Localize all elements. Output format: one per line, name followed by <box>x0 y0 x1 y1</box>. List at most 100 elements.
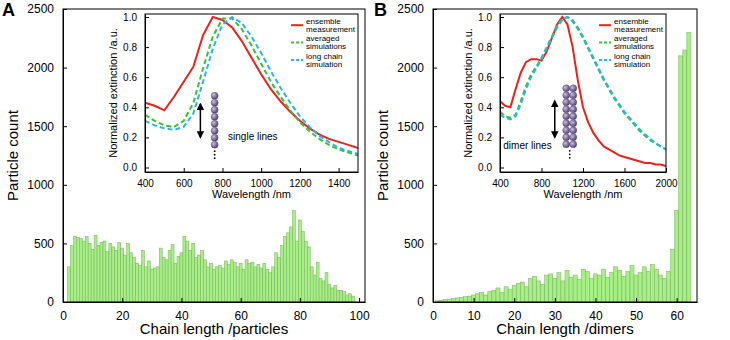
inset-background <box>145 14 358 172</box>
bar <box>484 295 488 302</box>
inset-panel: 4006008001000120014000.00.20.40.60.81.0W… <box>107 12 359 200</box>
bar <box>233 262 236 302</box>
tick: 2500 <box>397 2 437 16</box>
bar <box>242 269 245 302</box>
sphere <box>563 85 570 92</box>
bar <box>541 284 545 302</box>
tick: 60 <box>671 298 685 323</box>
tick: 500 <box>404 237 437 251</box>
annotation: single lines <box>228 131 277 142</box>
tick-label: 1000 <box>27 178 54 192</box>
legend: ensemblemeasurementaveragedsimulationslo… <box>291 17 356 69</box>
bar <box>165 260 168 302</box>
bar <box>257 264 260 302</box>
tick-mark <box>433 9 437 10</box>
tick-mark <box>145 77 149 78</box>
legend-swatch <box>599 42 611 44</box>
tick: 80 <box>294 298 308 323</box>
histogram-panel: 02040608010005001000150020002500Chain le… <box>4 2 370 337</box>
tick-label: 1000 <box>397 178 424 192</box>
bar <box>230 260 233 302</box>
bar <box>349 294 352 302</box>
sphere <box>570 92 577 99</box>
bar <box>455 298 459 302</box>
bar <box>334 286 337 302</box>
bar <box>227 264 230 302</box>
x-axis: 400600800100012001400 <box>137 168 358 189</box>
bar <box>130 253 133 302</box>
tick-label: 1400 <box>328 178 351 189</box>
bar <box>213 269 216 302</box>
sphere <box>563 127 570 134</box>
axis-line <box>64 302 366 303</box>
tick: 60 <box>234 298 248 323</box>
bar <box>248 263 251 302</box>
tick-mark <box>241 298 242 302</box>
tick-label: 0.0 <box>123 162 137 173</box>
bar <box>195 257 198 302</box>
bar <box>180 253 183 302</box>
bar <box>459 297 463 302</box>
tick-label: 60 <box>671 309 685 323</box>
legend: ensemblemeasurementaveragedsimulationslo… <box>599 17 664 69</box>
sphere <box>570 120 577 127</box>
tick: 1000 <box>251 168 274 189</box>
bar <box>634 275 638 302</box>
bar <box>215 267 218 302</box>
tick-label: 400 <box>137 178 154 189</box>
bar <box>263 263 266 302</box>
bar <box>156 267 159 302</box>
inset-background <box>500 14 666 172</box>
bar <box>675 211 679 302</box>
bar <box>337 290 340 302</box>
plot-frame <box>500 14 666 172</box>
bar <box>70 246 73 302</box>
bar <box>260 268 263 302</box>
histogram-panel: 010203040506005001000150020002500Chain l… <box>374 2 698 337</box>
tick-mark <box>339 168 340 172</box>
axis-line <box>434 302 698 303</box>
bar <box>573 275 577 302</box>
tick-mark <box>433 68 437 69</box>
bar <box>210 263 213 302</box>
y-axis-label: Particle count <box>4 109 21 201</box>
tick-label: 0.4 <box>123 102 137 113</box>
bar <box>683 50 687 302</box>
bar <box>524 287 528 302</box>
series-line <box>145 17 358 154</box>
bar <box>671 249 675 302</box>
continuation-dot <box>569 150 571 152</box>
bar <box>561 281 565 302</box>
bar <box>549 274 553 302</box>
bar <box>153 268 156 302</box>
tick-label: 10 <box>467 309 481 323</box>
bar <box>287 233 290 302</box>
bar <box>630 266 634 302</box>
tick-label: 500 <box>34 237 54 251</box>
tick: 0.2 <box>123 132 149 143</box>
bar <box>463 297 467 302</box>
tick-mark <box>63 9 67 10</box>
legend-label-line: simulation <box>306 60 342 69</box>
sphere <box>570 141 577 148</box>
tick-mark <box>636 298 637 302</box>
bar <box>174 263 177 302</box>
bar <box>171 245 174 302</box>
axis-line <box>501 172 667 173</box>
bar <box>328 284 331 302</box>
plot-marks <box>500 17 666 166</box>
bar <box>192 243 195 302</box>
tick-label: 500 <box>404 237 424 251</box>
tick: 50 <box>630 298 644 323</box>
y-axis-label: Normalized extinction /a.u. <box>462 28 474 158</box>
sphere <box>211 120 218 127</box>
bar <box>545 275 549 302</box>
tick-mark <box>433 243 437 244</box>
tick: 0 <box>417 295 437 309</box>
legend-swatch <box>291 59 303 61</box>
tick-mark <box>181 298 182 302</box>
sphere <box>563 106 570 113</box>
bar <box>266 269 269 302</box>
sphere <box>211 92 218 99</box>
tick-mark <box>63 185 67 186</box>
